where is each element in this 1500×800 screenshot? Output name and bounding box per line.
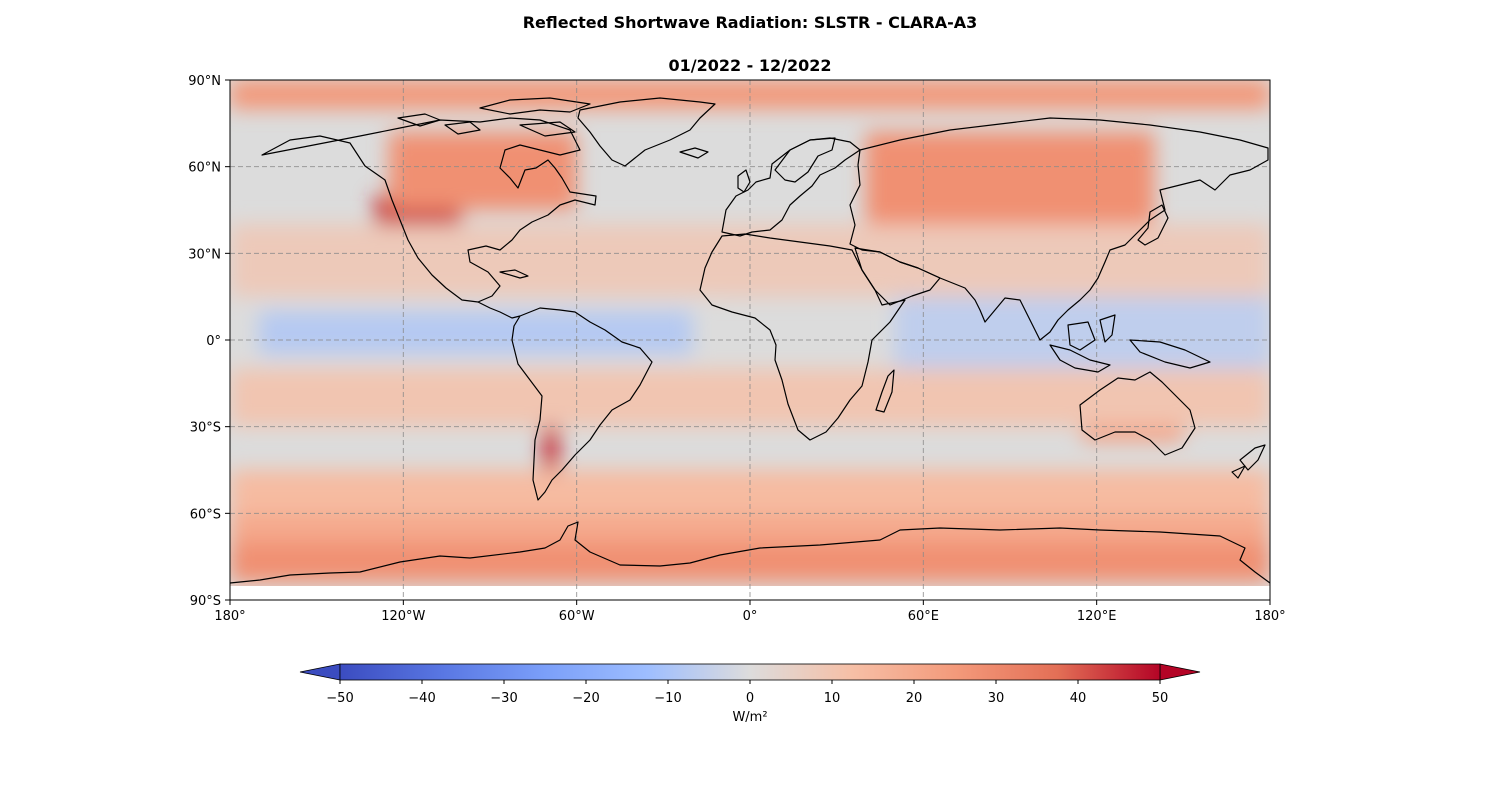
coastline-south-america <box>511 307 653 501</box>
heatmap-region-12 <box>865 132 1155 225</box>
x-tick-label-4: 60°E <box>908 609 939 624</box>
x-tick-label-3: 0° <box>743 609 758 624</box>
colorbar-tick-label-9: 40 <box>1070 691 1087 706</box>
y-tick-label-4: 30°S <box>190 421 221 436</box>
colorbar-tick-label-0: −50 <box>326 691 353 706</box>
coastline-antarctica <box>230 521 1270 584</box>
y-tick-label-5: 60°S <box>190 507 221 522</box>
x-tick-label-2: 60°W <box>559 609 595 624</box>
heatmap-region-5 <box>894 288 1270 375</box>
colorbar-tick-label-1: −40 <box>408 691 435 706</box>
heatmap-region-11 <box>388 132 577 210</box>
colorbar: −50 −40 −30 −20 −10 0 10 20 30 40 50 W/m² <box>299 663 1201 725</box>
colorbar-tick-label-6: 10 <box>824 691 841 706</box>
coastline-british-isles <box>737 169 751 193</box>
coastline-asia <box>849 117 1269 341</box>
colorbar-tick-label-3: −20 <box>572 691 599 706</box>
x-tick-label-1: 120°W <box>381 609 425 624</box>
colorbar-tick-label-7: 20 <box>906 691 923 706</box>
coastlines <box>230 97 1270 584</box>
y-tick-label-1: 60°N <box>188 161 221 176</box>
coastline-central-america <box>477 301 521 319</box>
x-tick-label-0: 180° <box>214 609 245 624</box>
y-tick-label-3: 0° <box>206 334 221 349</box>
colorbar-tick-label-10: 50 <box>1152 691 1169 706</box>
colorbar-gradient <box>339 663 1161 681</box>
map-plot-area: 180° 120°W 60°W 0° 60°E 120°E 180° 90°N 60°N 30°… <box>188 74 1285 624</box>
coastline-arctic-islands <box>397 97 591 137</box>
heatmap-region-4 <box>258 311 693 355</box>
colorbar-tick-label-5: 0 <box>746 691 754 706</box>
coastline-greenland <box>577 97 716 167</box>
coastline-new-zealand <box>1231 444 1266 479</box>
colorbar-ticks: −50 −40 −30 −20 −10 0 10 20 30 40 50 <box>326 680 1168 706</box>
x-tick-label-6: 180° <box>1254 609 1285 624</box>
colorbar-tick-label-4: −10 <box>654 691 681 706</box>
colorbar-extend-min <box>299 663 341 681</box>
gridlines <box>230 80 1270 600</box>
y-axis-ticks: 90°N 60°N 30°N 0° 30°S 60°S 90°S <box>188 74 230 609</box>
colorbar-label: W/m² <box>732 710 767 725</box>
chart-subtitle: 01/2022 - 12/2022 <box>668 56 832 75</box>
colorbar-tick-label-8: 30 <box>988 691 1005 706</box>
y-tick-label-6: 90°S <box>190 594 221 609</box>
coastline-iceland <box>679 147 709 159</box>
chart-title: Reflected Shortwave Radiation: SLSTR - C… <box>522 13 978 32</box>
colorbar-tick-label-2: −30 <box>490 691 517 706</box>
x-tick-label-5: 120°E <box>1077 609 1117 624</box>
coastline-scandinavia <box>774 137 836 183</box>
y-tick-label-0: 90°N <box>188 74 221 89</box>
coastline-indonesia <box>1049 314 1211 373</box>
y-tick-label-2: 30°N <box>188 247 221 262</box>
colorbar-extend-max <box>1159 663 1201 681</box>
coastline-japan <box>1137 204 1169 246</box>
x-axis-ticks: 180° 120°W 60°W 0° 60°E 120°E 180° <box>214 600 1286 624</box>
coastline-madagascar <box>875 369 895 413</box>
coastline-africa <box>699 233 906 441</box>
coastline-australia <box>1079 371 1196 456</box>
coastline-cuba <box>499 269 529 279</box>
coastline-north-america <box>261 117 597 303</box>
